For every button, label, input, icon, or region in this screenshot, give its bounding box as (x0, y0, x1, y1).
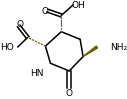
Text: NH₂: NH₂ (110, 42, 127, 51)
Polygon shape (83, 46, 98, 57)
Text: O: O (42, 7, 49, 16)
Text: HN: HN (30, 69, 43, 78)
Text: O: O (66, 89, 73, 98)
Text: OH: OH (71, 1, 85, 10)
Text: HO: HO (0, 43, 14, 52)
Text: O: O (16, 20, 23, 30)
